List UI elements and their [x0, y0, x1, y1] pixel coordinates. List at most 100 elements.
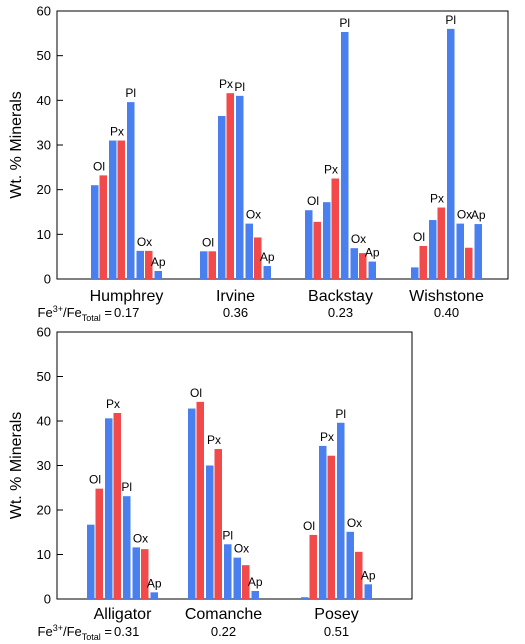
bar-wishstone-ol-red — [419, 245, 427, 279]
mineral-label: Px — [106, 397, 120, 411]
mineral-label: Ol — [202, 235, 214, 249]
mineral-label: Pl — [445, 13, 456, 27]
y-tick-label: 0 — [44, 272, 51, 287]
bar-posey-ol-red — [309, 534, 317, 599]
y-axis-label: Wt. % Minerals — [8, 91, 25, 199]
mineral-label: Ap — [260, 250, 275, 264]
group-name: Posey — [314, 606, 358, 623]
mineral-label: Ap — [248, 575, 263, 589]
bar-wishstone-px-blue — [429, 220, 437, 279]
bar-wishstone-ox-red — [465, 247, 473, 279]
fe-ratio-value: 0.17 — [114, 305, 139, 320]
bar-alligator-px-blue — [105, 418, 113, 599]
bar-wishstone-ap-blue — [474, 224, 482, 279]
bar-irvine-ox-red — [254, 237, 262, 279]
bar-posey-ap-blue — [364, 584, 372, 599]
bar-backstay-pl-blue — [341, 31, 349, 280]
bar-comanche-ol-blue — [188, 408, 196, 599]
y-tick-label: 30 — [37, 458, 51, 473]
mineral-label: Ox — [347, 516, 362, 530]
mineral-label: Px — [110, 125, 124, 139]
bar-comanche-ol-red — [196, 401, 204, 599]
mineral-label: Ap — [147, 576, 162, 590]
y-tick-label: 60 — [37, 325, 51, 340]
mineral-label: Ox — [246, 208, 261, 222]
mineral-label: Ox — [351, 232, 366, 246]
bar-alligator-ox-red — [141, 549, 149, 599]
group-name: Humphrey — [90, 288, 164, 305]
bar-irvine-ap-blue — [263, 266, 271, 279]
bar-comanche-pl-blue — [224, 544, 232, 599]
y-tick-label: 20 — [37, 182, 51, 197]
mineral-label: Pl — [125, 86, 136, 100]
bar-posey-ox-blue — [346, 531, 354, 599]
y-tick-label: 60 — [37, 4, 51, 19]
mineral-label: Ap — [471, 208, 486, 222]
mineral-label: Pl — [121, 480, 132, 494]
bar-backstay-ap-blue — [368, 261, 376, 279]
mineral-label: Ol — [307, 194, 319, 208]
fe-ratio-prefix: Fe3+/FeTotal = — [38, 623, 112, 642]
bar-comanche-ox-red — [242, 565, 250, 599]
mineral-label: Pl — [335, 407, 346, 421]
fe-ratio-value: 0.23 — [328, 305, 353, 320]
mineral-label: Ox — [133, 531, 148, 545]
y-tick-label: 10 — [37, 547, 51, 562]
bar-wishstone-px-red — [437, 207, 445, 279]
y-tick-label: 40 — [37, 93, 51, 108]
fe-ratio-value: 0.51 — [324, 624, 349, 639]
bar-alligator-ap-blue — [150, 592, 158, 599]
group-name: Backstay — [308, 288, 373, 305]
group-name: Irvine — [216, 288, 255, 305]
y-tick-label: 40 — [37, 414, 51, 429]
mineral-label: Px — [430, 192, 444, 206]
mineral-label: Ol — [93, 159, 105, 173]
bar-backstay-px-red — [331, 178, 339, 279]
y-tick-label: 10 — [37, 227, 51, 242]
bar-posey-px-blue — [319, 445, 327, 599]
bar-irvine-pl-blue — [236, 95, 244, 279]
bar-humphrey-ol-blue — [91, 185, 99, 279]
bar-irvine-px-blue — [218, 115, 226, 279]
mineral-label: Ol — [303, 519, 315, 533]
mineral-label: Ol — [89, 473, 101, 487]
y-tick-label: 20 — [37, 503, 51, 518]
bar-posey-ol-blue — [301, 597, 309, 599]
y-tick-label: 30 — [37, 138, 51, 153]
bar-alligator-px-red — [113, 412, 121, 599]
mineral-label: Pl — [339, 16, 350, 30]
fe-ratio-value: 0.22 — [211, 624, 236, 639]
fe-ratio-prefix: Fe3+/FeTotal = — [38, 304, 112, 323]
bar-alligator-ol-red — [95, 488, 103, 599]
mineral-label: Ol — [190, 386, 202, 400]
mineral-label: Px — [324, 163, 338, 177]
mineral-label: Ap — [365, 246, 380, 260]
bar-humphrey-ap-blue — [154, 270, 162, 279]
bar-posey-ox-red — [355, 551, 363, 599]
mineral-label: Ox — [457, 208, 472, 222]
mineral-label: Ox — [234, 542, 249, 556]
bar-wishstone-ol-blue — [411, 267, 419, 279]
group-name: Comanche — [185, 606, 262, 623]
bar-backstay-px-blue — [323, 202, 331, 279]
bar-humphrey-px-blue — [109, 140, 117, 279]
fe-ratio-value: 0.36 — [223, 305, 248, 320]
mineral-label: Ol — [413, 230, 425, 244]
bar-comanche-px-blue — [206, 465, 214, 599]
bar-posey-pl-blue — [337, 422, 345, 599]
bar-comanche-px-red — [214, 449, 222, 599]
bar-irvine-ox-blue — [245, 223, 253, 279]
mineral-label: Ap — [151, 255, 166, 269]
bar-humphrey-ox-blue — [136, 250, 144, 279]
bar-comanche-ap-blue — [251, 590, 259, 599]
y-tick-label: 0 — [44, 592, 51, 607]
bar-humphrey-ol-red — [99, 175, 107, 279]
bar-backstay-ox-red — [359, 253, 367, 279]
bar-humphrey-ox-red — [145, 250, 153, 279]
bar-alligator-pl-blue — [123, 496, 131, 599]
bar-backstay-ol-blue — [305, 210, 313, 279]
y-tick-label: 50 — [37, 48, 51, 63]
mineral-label: Pl — [222, 528, 233, 542]
